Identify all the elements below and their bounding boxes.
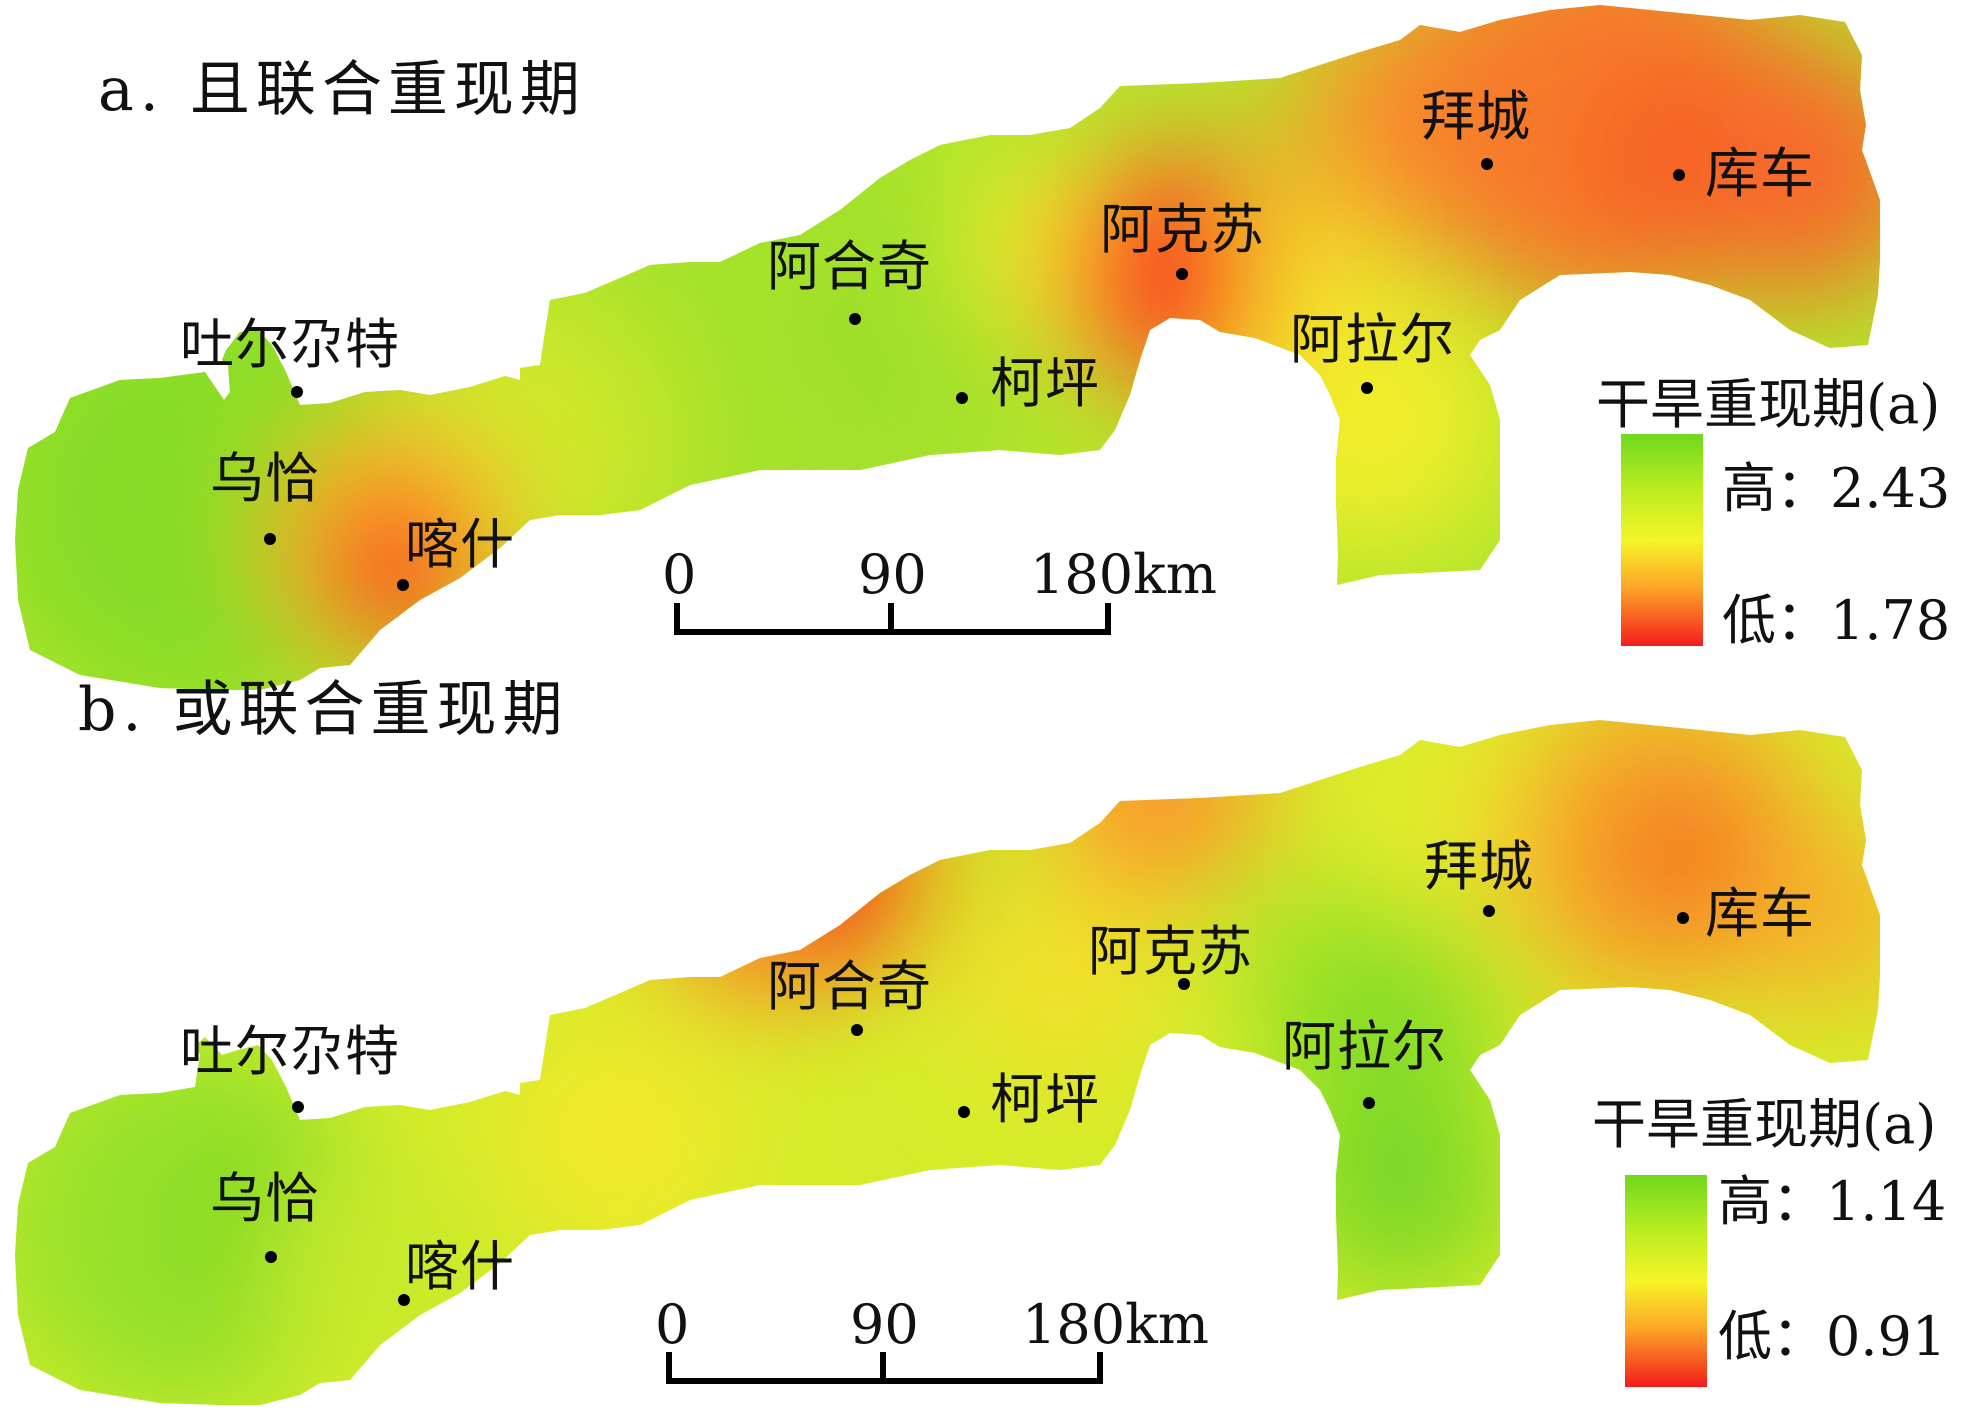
panel-title-b: b. 或联合重现期 xyxy=(78,675,569,745)
city-label-keping: 柯坪 xyxy=(990,1068,1100,1131)
city-marker-baicheng xyxy=(1481,158,1493,170)
city-label-alaer: 阿拉尔 xyxy=(1290,308,1455,371)
city-marker-kashi xyxy=(397,579,409,591)
scale-tick xyxy=(888,603,894,635)
city-label-wuqia: 乌恰 xyxy=(210,1167,320,1230)
city-marker-wuqia xyxy=(264,533,276,545)
city-label-alaer: 阿拉尔 xyxy=(1282,1015,1447,1078)
city-label-baicheng: 拜城 xyxy=(1424,835,1534,898)
city-label-kashi: 喀什 xyxy=(405,1235,515,1298)
city-marker-keping xyxy=(956,392,968,404)
city-label-kashi: 喀什 xyxy=(405,513,515,576)
scale-label-0: 0 xyxy=(662,543,697,606)
legend-title: 干旱重现期(a) xyxy=(1592,1093,1937,1156)
city-marker-kuche xyxy=(1677,912,1689,924)
city-marker-baicheng xyxy=(1483,905,1495,917)
city-label-aheqi: 阿合奇 xyxy=(767,235,932,298)
scale-tick xyxy=(1097,1352,1103,1384)
city-marker-tuerduote xyxy=(291,386,303,398)
city-marker-kuche xyxy=(1673,169,1685,181)
scale-label-90: 90 xyxy=(850,1293,919,1356)
city-label-kuche: 库车 xyxy=(1705,142,1815,205)
city-marker-tuerduote xyxy=(292,1101,304,1113)
scale-label-90: 90 xyxy=(858,543,927,606)
scale-tick xyxy=(666,1352,672,1384)
legend-color-ramp xyxy=(1625,1175,1707,1387)
city-label-kuche: 库车 xyxy=(1705,882,1815,945)
map-panel-b: b. 或联合重现期 吐尔尕特 乌恰 喀什 阿合奇 柯坪 阿克苏 阿拉尔 拜城 库… xyxy=(0,680,1988,1415)
legend-high-label: 高：2.43 xyxy=(1722,457,1951,520)
scale-tick xyxy=(880,1352,886,1384)
city-label-keping: 柯坪 xyxy=(990,352,1100,415)
city-marker-alaer xyxy=(1361,382,1373,394)
legend-low-label: 低：0.91 xyxy=(1718,1305,1947,1368)
map-panel-a: a. 且联合重现期 吐尔尕特 乌恰 喀什 阿合奇 柯坪 阿克苏 阿拉尔 拜城 库… xyxy=(0,0,1988,700)
scale-label-180km: 180km xyxy=(1022,1293,1209,1356)
drought-map-a xyxy=(15,5,1880,690)
city-label-tuerduote: 吐尔尕特 xyxy=(180,1020,400,1083)
city-marker-aheqi xyxy=(849,313,861,325)
city-marker-keping xyxy=(958,1106,970,1118)
city-label-akesu: 阿克苏 xyxy=(1100,198,1265,261)
legend-low-label: 低：1.78 xyxy=(1722,589,1951,652)
city-label-aheqi: 阿合奇 xyxy=(767,955,932,1018)
scale-label-0: 0 xyxy=(655,1293,690,1356)
city-marker-kashi xyxy=(398,1294,410,1306)
city-label-tuerduote: 吐尔尕特 xyxy=(180,313,400,376)
scale-tick xyxy=(1105,603,1111,635)
drought-map-b xyxy=(15,720,1880,1405)
city-marker-akesu xyxy=(1178,978,1190,990)
city-marker-akesu xyxy=(1176,268,1188,280)
city-marker-aheqi xyxy=(851,1024,863,1036)
panel-title-a: a. 且联合重现期 xyxy=(98,55,586,125)
scale-tick xyxy=(674,603,680,635)
city-label-akesu: 阿克苏 xyxy=(1088,920,1253,983)
city-marker-wuqia xyxy=(265,1251,277,1263)
city-marker-alaer xyxy=(1363,1097,1375,1109)
legend-title: 干旱重现期(a) xyxy=(1596,373,1941,436)
scale-label-180km: 180km xyxy=(1030,543,1217,606)
legend-high-label: 高：1.14 xyxy=(1718,1170,1947,1233)
city-label-wuqia: 乌恰 xyxy=(210,447,320,510)
legend-color-ramp xyxy=(1621,434,1703,646)
city-label-baicheng: 拜城 xyxy=(1421,85,1531,148)
